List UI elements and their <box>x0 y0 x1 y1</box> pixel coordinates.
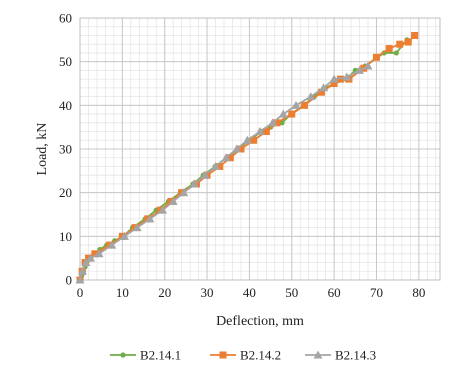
data-point <box>91 250 99 258</box>
series-B2.14.3 <box>75 61 373 284</box>
data-point <box>211 161 221 170</box>
data-point <box>306 92 316 101</box>
data-point <box>250 136 258 144</box>
data-point <box>273 119 281 127</box>
legend: B2.14.1 B2.14.2 B2.14.3 <box>110 348 376 363</box>
x-tick-label: 50 <box>285 285 298 300</box>
data-point <box>237 145 245 153</box>
data-point <box>86 253 96 262</box>
plot-area-border <box>79 17 441 281</box>
data-point <box>168 196 178 205</box>
x-tick-label: 40 <box>243 285 256 300</box>
data-point <box>179 188 189 197</box>
data-point <box>81 258 91 267</box>
data-point <box>78 266 88 275</box>
data-point <box>385 45 393 53</box>
data-point <box>75 275 85 284</box>
data-point <box>411 31 419 39</box>
data-point <box>232 144 242 153</box>
legend-label: B2.14.2 <box>240 348 281 363</box>
legend-label: B2.14.3 <box>335 348 376 363</box>
y-axis-title: Load, kN <box>35 123 50 176</box>
data-point <box>107 240 117 249</box>
data-point <box>393 50 399 56</box>
y-axis-tick-labels: 0 10 20 30 40 50 60 <box>59 11 72 288</box>
data-point <box>372 53 380 61</box>
x-tick-label: 10 <box>116 285 129 300</box>
y-tick-label: 10 <box>59 229 72 244</box>
data-point <box>226 154 234 162</box>
x-axis-title: Deflection, mm <box>216 314 304 329</box>
y-tick-label: 50 <box>59 54 72 69</box>
data-point <box>268 118 278 127</box>
data-point <box>363 61 373 70</box>
legend-marker <box>219 351 227 359</box>
data-point <box>329 74 339 83</box>
x-tick-label: 80 <box>412 285 425 300</box>
x-tick-label: 70 <box>370 285 383 300</box>
data-point <box>158 205 168 214</box>
x-axis-tick-labels: 0 10 20 30 40 50 60 70 80 <box>77 285 426 300</box>
x-tick-label: 20 <box>158 285 171 300</box>
y-tick-label: 30 <box>59 142 72 157</box>
legend-marker <box>120 352 126 358</box>
data-point <box>300 101 308 109</box>
legend-item: B2.14.2 <box>210 348 281 363</box>
data-point <box>242 135 252 144</box>
data-point <box>216 162 224 170</box>
data-point <box>404 38 412 46</box>
data-point <box>119 231 129 240</box>
data-point <box>330 80 338 87</box>
legend-label: B2.14.1 <box>140 348 181 363</box>
x-tick-label: 0 <box>77 285 84 300</box>
y-tick-label: 40 <box>59 98 72 113</box>
x-tick-label: 60 <box>328 285 341 300</box>
data-point <box>355 65 365 74</box>
legend-item: B2.14.3 <box>305 348 376 363</box>
data-point <box>221 153 231 162</box>
data-point <box>145 214 155 223</box>
data-point <box>189 179 199 188</box>
legend-marker <box>313 350 323 359</box>
data-point <box>262 128 270 136</box>
data-point <box>132 223 142 232</box>
series-line <box>79 65 369 281</box>
data-point <box>291 100 301 109</box>
legend-item: B2.14.1 <box>110 348 181 363</box>
data-point <box>319 83 329 92</box>
series-layer <box>75 31 419 284</box>
y-tick-label: 60 <box>59 11 72 26</box>
data-point <box>255 127 265 136</box>
x-tick-label: 30 <box>201 285 214 300</box>
data-point <box>278 109 288 118</box>
y-tick-label: 0 <box>66 273 73 288</box>
data-point <box>94 249 104 258</box>
data-point <box>200 170 210 179</box>
data-point <box>288 110 296 118</box>
data-point <box>317 88 325 96</box>
data-point <box>336 75 344 83</box>
data-point <box>342 72 352 81</box>
data-point <box>396 40 404 48</box>
y-tick-label: 20 <box>59 185 72 200</box>
